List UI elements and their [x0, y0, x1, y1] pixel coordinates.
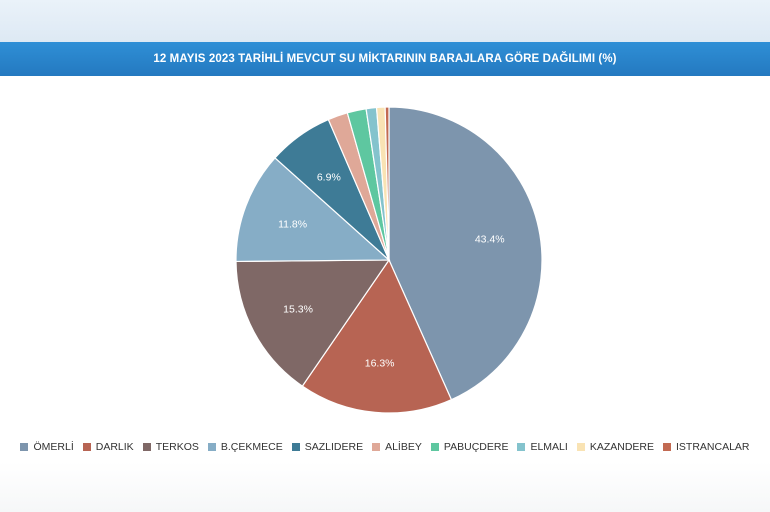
legend-swatch: [430, 443, 439, 451]
pie-slice-istrancalar: [384, 106, 390, 261]
pie-chart-area: 43.4% 16.3% 15.3% 11.8% 6.9%: [0, 76, 770, 436]
legend-item[interactable]: KAZANDERE: [576, 441, 654, 453]
legend-item[interactable]: ÖMERLİ: [20, 441, 74, 453]
slice-data-label: 43.4%: [475, 234, 505, 246]
legend-label: ELMALI: [530, 441, 568, 453]
pie-slice-terkos: [235, 259, 391, 387]
legend-label: DARLIK: [95, 441, 134, 453]
pie-chart: 43.4% 16.3% 15.3% 11.8% 6.9%: [235, 106, 543, 414]
legend-label: KAZANDERE: [589, 441, 654, 453]
legend-swatch: [142, 443, 151, 451]
legend-swatch: [20, 443, 29, 451]
legend-item[interactable]: ISTRANCALAR: [663, 441, 750, 453]
chart-title: 12 MAYIS 2023 TARİHLİ MEVCUT SU MİKTARIN…: [153, 53, 617, 65]
chart-title-bar: 12 MAYIS 2023 TARİHLİ MEVCUT SU MİKTARIN…: [0, 42, 770, 76]
legend-item[interactable]: ELMALI: [517, 441, 568, 453]
pie-slice-darlik: [301, 258, 453, 414]
legend-item[interactable]: TERKOS: [142, 441, 199, 453]
legend-label: ÖMERLİ: [33, 441, 74, 453]
legend-item[interactable]: PABUÇDERE: [430, 441, 509, 453]
legend-label: ISTRANCALAR: [676, 441, 750, 453]
legend-swatch: [207, 443, 216, 451]
legend-swatch: [663, 443, 671, 451]
legend-label: ALİBEY: [385, 441, 422, 453]
legend-label: SAZLIDERE: [304, 441, 364, 453]
legend-item[interactable]: DARLIK: [82, 441, 134, 453]
top-background: [0, 0, 770, 42]
slice-data-label: 11.8%: [278, 219, 307, 231]
chart-legend: ÖMERLİ DARLIK TERKOS B.ÇEKMECE SAZLIDERE ALİB…: [0, 438, 770, 456]
legend-swatch: [576, 443, 585, 451]
legend-label: B.ÇEKMECE: [220, 441, 283, 453]
legend-item[interactable]: SAZLIDERE: [291, 441, 364, 453]
legend-swatch: [291, 443, 300, 451]
bottom-background: [0, 462, 770, 512]
slice-data-label: 6.9%: [317, 171, 341, 183]
legend-swatch: [82, 443, 91, 451]
legend-swatch: [372, 443, 381, 451]
legend-label: PABUÇDERE: [443, 441, 509, 453]
pie-slice-b-ekmece: [235, 157, 391, 263]
pie-slice-merli: [388, 106, 543, 401]
legend-item[interactable]: ALİBEY: [372, 441, 422, 453]
slice-data-label: 16.3%: [365, 358, 395, 370]
legend-swatch: [517, 443, 526, 451]
legend-item[interactable]: B.ÇEKMECE: [207, 441, 283, 453]
legend-label: TERKOS: [155, 441, 199, 453]
slice-data-label: 15.3%: [283, 303, 313, 315]
